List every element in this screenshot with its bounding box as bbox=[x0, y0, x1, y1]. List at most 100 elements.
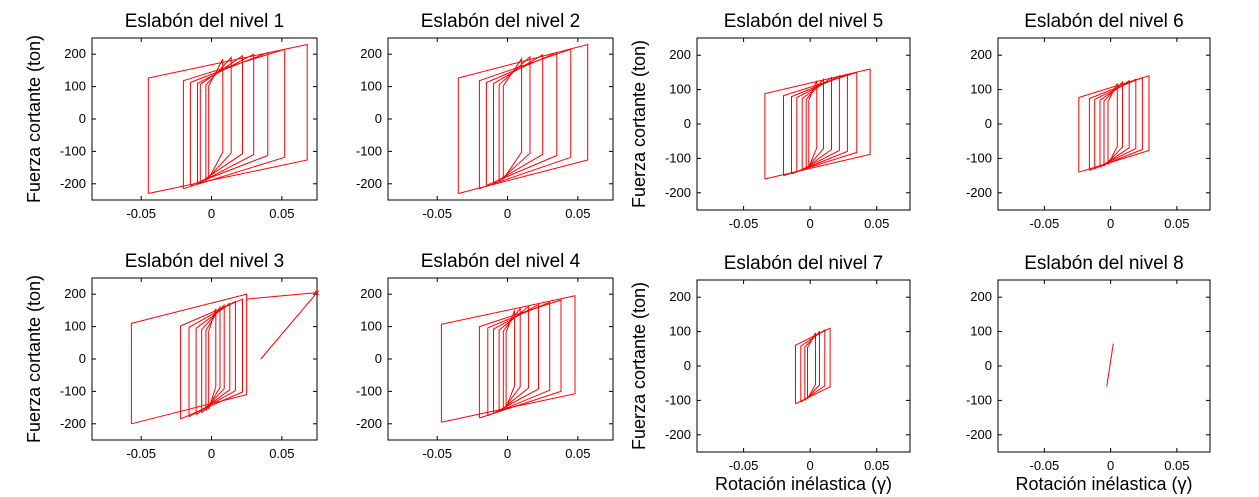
hysteresis-loop bbox=[493, 53, 544, 184]
y-tick-label: 200 bbox=[64, 46, 86, 61]
y-axis-label: Fuerza cortante (ton) bbox=[629, 40, 649, 208]
axes-box bbox=[387, 277, 614, 441]
panel-nivel-6: Eslabón del nivel 6 -200 -100 0 100 200 -0.05 0… bbox=[966, 11, 1211, 231]
y-tick-label: 100 bbox=[64, 79, 86, 94]
y-tick-label: -200 bbox=[665, 427, 691, 442]
panel-nivel-5: Eslabón del nivel 5 -200 -100 0 100 200 -0.05 0… bbox=[629, 11, 911, 231]
y-tick-label: -200 bbox=[60, 176, 86, 191]
y-tick-label: -100 bbox=[966, 150, 992, 165]
y-tick-label: 200 bbox=[669, 289, 691, 304]
y-tick-label: -100 bbox=[60, 383, 86, 398]
peak-marker: × bbox=[314, 288, 320, 300]
y-tick-label: 0 bbox=[79, 111, 86, 126]
panel-nivel-3: Eslabón del nivel 3 -200 -100 0 100 200 -0.05 0… bbox=[24, 251, 320, 461]
x-tick-label: 0 bbox=[208, 206, 215, 221]
y-tick-label: 0 bbox=[375, 111, 382, 126]
y-tick-label: -100 bbox=[966, 392, 992, 407]
y-axis-label: Fuerza cortante (ton) bbox=[24, 35, 44, 203]
hysteresis-loop bbox=[808, 80, 818, 168]
hysteresis-loop bbox=[807, 332, 816, 400]
panel-nivel-7: Eslabón del nivel 7 -200 -100 0 100 200 -0.05 0… bbox=[629, 253, 911, 494]
hysteresis-loop bbox=[796, 74, 840, 173]
hysteresis-loop bbox=[208, 58, 224, 180]
y-tick-label: -200 bbox=[356, 416, 382, 431]
hysteresis-loop bbox=[800, 328, 826, 403]
x-tick-label: 0 bbox=[807, 458, 814, 473]
y-tick-label: 0 bbox=[684, 358, 691, 373]
x-tick-label: -0.05 bbox=[126, 206, 156, 221]
hysteresis-loop bbox=[502, 306, 521, 410]
y-tick-label: 100 bbox=[669, 324, 691, 339]
y-tick-label: 200 bbox=[669, 47, 691, 62]
hysteresis-loop bbox=[457, 43, 589, 194]
x-axis-label: Rotación inélastica (γ) bbox=[1015, 474, 1192, 494]
x-axis-label: Rotación inélastica (γ) bbox=[715, 474, 892, 494]
hysteresis-loop bbox=[502, 57, 523, 180]
hysteresis-loop bbox=[1088, 76, 1143, 171]
y-axis-label: Fuerza cortante (ton) bbox=[629, 282, 649, 450]
x-tick-label: 0.05 bbox=[864, 458, 889, 473]
y-tick-label: 200 bbox=[970, 47, 992, 62]
panel-nivel-8: Eslabón del nivel 8 -200 -100 0 100 200 -0.05 0… bbox=[966, 253, 1211, 494]
panel-title: Eslabón del nivel 1 bbox=[125, 11, 285, 32]
x-tick-label: 0.05 bbox=[565, 206, 590, 221]
y-tick-label: 0 bbox=[985, 116, 992, 131]
hysteresis-loop bbox=[801, 76, 832, 171]
y-tick-label: -100 bbox=[356, 143, 382, 158]
axes-box bbox=[997, 279, 1211, 453]
x-tick-label: 0.05 bbox=[1164, 216, 1189, 231]
x-tick-label: -0.05 bbox=[126, 446, 156, 461]
hysteresis-loop bbox=[485, 51, 558, 186]
x-tick-label: 0 bbox=[208, 446, 215, 461]
x-tick-label: 0 bbox=[1107, 216, 1114, 231]
hysteresis-loop bbox=[478, 48, 572, 190]
y-tick-label: -100 bbox=[665, 150, 691, 165]
y-axis-label: Fuerza cortante (ton) bbox=[24, 275, 44, 443]
hysteresis-loop bbox=[440, 295, 576, 423]
x-tick-label: -0.05 bbox=[422, 206, 452, 221]
y-tick-label: 100 bbox=[970, 82, 992, 97]
hysteresis-loop bbox=[764, 68, 871, 180]
hysteresis-loop bbox=[182, 48, 286, 190]
panel-title: Eslabón del nivel 4 bbox=[421, 251, 581, 272]
hysteresis-loop bbox=[180, 298, 243, 420]
hysteresis-loop bbox=[199, 54, 243, 183]
axes-box bbox=[696, 279, 911, 453]
hysteresis-loop bbox=[1078, 75, 1150, 173]
x-tick-label: 0.05 bbox=[565, 446, 590, 461]
x-tick-label: 0 bbox=[807, 216, 814, 231]
hysteresis-loop bbox=[1107, 83, 1118, 165]
hysteresis-loop bbox=[505, 310, 516, 408]
axes-box bbox=[696, 37, 911, 211]
x-tick-label: 0 bbox=[1107, 458, 1114, 473]
y-tick-label: -200 bbox=[966, 427, 992, 442]
y-tick-label: -200 bbox=[356, 176, 382, 191]
hysteresis-loop bbox=[783, 71, 858, 177]
y-tick-label: -200 bbox=[60, 416, 86, 431]
x-tick-label: -0.05 bbox=[1030, 458, 1060, 473]
panel-title: Eslabón del nivel 2 bbox=[421, 11, 581, 32]
hysteresis-loop bbox=[208, 308, 217, 410]
hysteresis-loop bbox=[201, 303, 225, 414]
hysteresis-loop bbox=[478, 299, 562, 419]
hysteresis-loop bbox=[795, 327, 831, 405]
hysteresis-loop bbox=[189, 51, 269, 186]
hysteresis-loop bbox=[498, 55, 531, 182]
y-tick-label: 200 bbox=[360, 46, 382, 61]
y-tick-label: -100 bbox=[356, 383, 382, 398]
x-tick-label: -0.05 bbox=[1030, 216, 1060, 231]
hysteresis-loop bbox=[197, 53, 255, 185]
hysteresis-loop bbox=[188, 300, 236, 418]
panel-title: Eslabón del nivel 8 bbox=[1024, 253, 1184, 274]
panel-title: Eslabón del nivel 3 bbox=[125, 251, 285, 272]
hysteresis-loop bbox=[205, 305, 221, 412]
y-tick-label: 200 bbox=[64, 286, 86, 301]
axes-box bbox=[91, 37, 318, 201]
hysteresis-loop bbox=[791, 73, 848, 175]
hysteresis-loop bbox=[1094, 78, 1137, 170]
hysteresis-loop bbox=[498, 305, 530, 412]
x-tick-label: 0.05 bbox=[269, 206, 294, 221]
hysteresis-loop bbox=[195, 302, 231, 416]
y-tick-label: 0 bbox=[375, 351, 382, 366]
y-tick-label: 100 bbox=[669, 82, 691, 97]
